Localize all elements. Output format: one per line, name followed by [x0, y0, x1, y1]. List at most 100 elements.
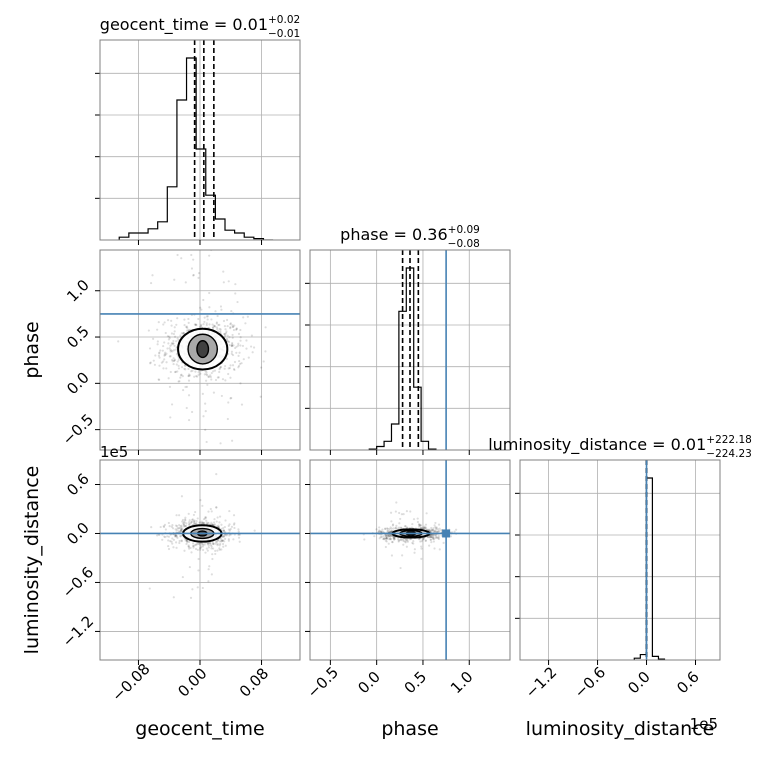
scatter-point: [180, 332, 183, 335]
scatter-point: [204, 551, 207, 554]
scatter-point: [398, 538, 401, 542]
x-tick-label-phase: 1.0: [447, 668, 477, 698]
scatter-point: [397, 539, 400, 542]
scatter-point: [170, 358, 174, 362]
scatter-point: [166, 535, 169, 538]
scatter-point: [416, 520, 420, 524]
scatter-point: [223, 535, 226, 538]
scatter-point: [190, 410, 194, 414]
scatter-point: [192, 274, 195, 277]
scatter-point: [178, 541, 181, 545]
scatter-point: [237, 354, 240, 357]
scatter-point: [216, 525, 219, 528]
scatter-point: [167, 544, 170, 548]
scatter-point: [196, 586, 199, 589]
scatter-point: [223, 325, 227, 328]
scatter-point: [230, 309, 233, 313]
scatter-point: [211, 323, 214, 326]
y-tick-label-luminosity_distance: 0.0: [63, 519, 93, 549]
scatter-point: [238, 351, 241, 354]
scatter-point: [185, 522, 188, 525]
scatter-point: [221, 378, 225, 381]
scatter-point: [164, 353, 167, 357]
scatter-point: [429, 535, 432, 539]
scatter-point: [174, 370, 177, 374]
scatter-point: [182, 525, 185, 528]
scatter-point: [168, 385, 172, 388]
scatter-point: [226, 324, 229, 328]
scatter-point: [430, 533, 434, 536]
scatter-point: [162, 524, 165, 528]
scatter-point: [420, 557, 423, 560]
scatter-point: [215, 520, 218, 523]
scatter-point: [421, 526, 425, 529]
scatter-point: [389, 537, 392, 541]
scatter-point: [166, 319, 170, 322]
scatter-point: [211, 542, 215, 546]
scatter-point: [187, 521, 191, 524]
scatter-point: [209, 375, 212, 379]
scatter-point: [162, 525, 166, 529]
scatter-point: [197, 276, 200, 279]
hist-bars-luminosity_distance: [633, 460, 666, 660]
scatter-point: [386, 530, 390, 533]
scatter-point: [227, 538, 230, 541]
scatter-point: [392, 527, 395, 530]
scatter-point: [181, 520, 184, 523]
scatter-point: [204, 428, 207, 431]
scatter-point: [237, 342, 240, 345]
scatter-point: [219, 365, 222, 369]
scatter-point: [193, 544, 197, 547]
scatter-point: [187, 317, 190, 321]
scatter-point: [218, 323, 221, 326]
title-minus-phase: −0.08: [448, 238, 480, 250]
scatter-point: [385, 537, 388, 540]
scatter-point: [164, 535, 167, 539]
scatter-point: [380, 530, 383, 533]
scatter-point: [222, 281, 225, 284]
scatter-point: [436, 528, 439, 531]
scatter-point: [233, 522, 236, 525]
scatter-point: [215, 326, 219, 329]
panel-2d-geocent_time-luminosity_distance: −0.08 0.00 0.08 −1.2 −0.6 0.0 0.6: [59, 459, 301, 705]
scatter-point: [170, 319, 173, 322]
scatter-point: [421, 527, 424, 530]
x-tick-label-phase: 0.5: [401, 668, 431, 698]
scatter-point: [231, 343, 234, 346]
scatter-point: [225, 534, 228, 537]
scatter-point: [223, 333, 226, 336]
scatter-point: [198, 521, 201, 524]
scatter-point: [221, 539, 224, 542]
scatter-point: [180, 527, 183, 530]
scatter-point: [423, 527, 426, 530]
scatter-point: [429, 538, 433, 541]
scatter-point: [239, 362, 242, 365]
hist-bars-geocent_time: [118, 40, 274, 240]
scatter-point: [173, 535, 177, 538]
scatter-point: [175, 363, 178, 366]
scatter-point: [218, 370, 221, 374]
scatter-point: [174, 534, 177, 537]
scatter-point: [217, 524, 220, 527]
scatter-point: [234, 283, 237, 286]
scatter-point: [433, 547, 436, 550]
scatter-point: [390, 530, 393, 533]
scatter-point: [201, 548, 205, 552]
scatter-point: [184, 385, 187, 389]
scatter-point: [184, 539, 187, 542]
scatter-point: [205, 522, 208, 525]
scatter-point: [210, 521, 213, 524]
scatter-point: [172, 538, 176, 541]
scatter-point: [392, 535, 395, 538]
scatter-point: [386, 537, 389, 540]
scatter-point: [157, 354, 160, 357]
scatter-point: [233, 324, 236, 327]
scatter-point: [173, 326, 176, 329]
y-axis-label-phase: phase: [21, 321, 43, 378]
scatter-point: [207, 510, 210, 513]
title-plus: +0.09: [448, 224, 480, 236]
scatter-point: [202, 322, 205, 326]
scatter-point: [429, 538, 432, 541]
scatter-point: [196, 517, 199, 520]
x-tick-label-phase: −0.5: [304, 663, 342, 701]
